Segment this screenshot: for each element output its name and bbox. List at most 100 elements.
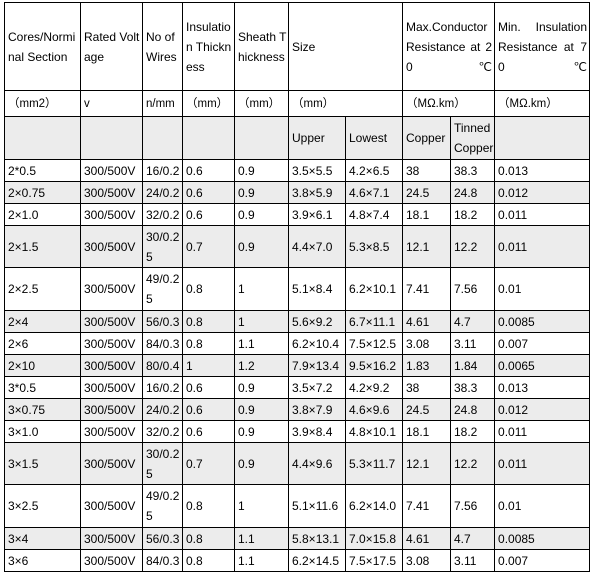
table-cell: 24.5 bbox=[402, 398, 451, 421]
table-cell: 300/500V bbox=[80, 420, 143, 443]
table-row: 3*0.5 300/500V 16/0.2 0.6 0.9 3.5×7.2 4.2×9.2 3… bbox=[4, 376, 591, 399]
table-cell: 18.1 bbox=[402, 420, 451, 443]
table-cell: 1.1 bbox=[234, 549, 289, 572]
table-cell: 0.6 bbox=[182, 398, 235, 421]
table-cell: 24.5 bbox=[402, 181, 451, 204]
table-row: 3×2.5 300/500V 49/0.25 0.8 1 5.1×11.6 6.2×14.0… bbox=[4, 484, 591, 528]
table-cell: 5.1×8.4 bbox=[288, 267, 346, 311]
table-cell: 7.9×13.4 bbox=[288, 354, 346, 377]
table-cell: 0.013 bbox=[494, 159, 591, 182]
table-cell: 4.61 bbox=[402, 527, 451, 550]
table-cell: 2×6 bbox=[4, 332, 81, 355]
table-cell: 7.41 bbox=[402, 267, 451, 311]
table-row: 2×2.5 300/500V 49/0.25 0.8 1 5.1×8.4 6.2×10.1 7… bbox=[4, 267, 591, 311]
sub-empty bbox=[142, 116, 183, 160]
table-row: 2×1.0 300/500V 32/0.2 0.6 0.9 3.9×6.1 4.8×7.4 1… bbox=[4, 203, 591, 226]
table-cell: 12.1 bbox=[402, 442, 451, 485]
table-row: 3×1.0 300/500V 32/0.2 0.6 0.9 3.9×8.4 4.8×10.1… bbox=[4, 420, 591, 443]
table-cell: 0.007 bbox=[494, 332, 591, 355]
table-cell: 49/0.25 bbox=[142, 484, 183, 528]
table-cell: 6.2×14.5 bbox=[288, 549, 346, 572]
header-max-resistance: Max.Conductor Resistance at 20℃ bbox=[401, 2, 496, 91]
table-cell: 0.01 bbox=[494, 267, 591, 311]
table-cell: 2×2.5 bbox=[4, 267, 81, 311]
table-cell: 0.6 bbox=[182, 420, 235, 443]
table-cell: 3.11 bbox=[449, 549, 496, 572]
table-cell: 12.1 bbox=[402, 225, 451, 268]
table-cell: 9.5×16.2 bbox=[345, 354, 403, 377]
table-cell: 84/0.3 bbox=[142, 332, 183, 355]
table-cell: 4.61 bbox=[402, 310, 451, 333]
table-cell: 7.56 bbox=[449, 484, 496, 528]
table-cell: 16/0.2 bbox=[142, 376, 183, 399]
table-cell: 4.8×10.1 bbox=[345, 420, 403, 443]
header-row: Cores/Norminal Section Rated Voltage No … bbox=[4, 2, 591, 91]
table-cell: 5.3×8.5 bbox=[345, 225, 403, 268]
header-size: Size bbox=[288, 2, 403, 91]
table-cell: 7.0×15.8 bbox=[345, 527, 403, 550]
unit-min-resistance: （MΩ.km） bbox=[494, 90, 591, 117]
table-cell: 0.0085 bbox=[494, 310, 591, 333]
sub-tinned-copper: Tinned Copper bbox=[449, 116, 496, 160]
table-cell: 3.8×5.9 bbox=[288, 181, 346, 204]
table-cell: 3.08 bbox=[402, 549, 451, 572]
table-cell: 38.3 bbox=[449, 159, 496, 182]
table-cell: 3×1.5 bbox=[4, 442, 81, 485]
table-cell: 0.8 bbox=[182, 332, 235, 355]
table-cell: 0.9 bbox=[234, 420, 289, 443]
table-cell: 80/0.4 bbox=[142, 354, 183, 377]
sub-empty bbox=[182, 116, 235, 160]
table-cell: 2×1.0 bbox=[4, 203, 81, 226]
table-cell: 7.5×12.5 bbox=[345, 332, 403, 355]
table-cell: 3×0.75 bbox=[4, 398, 81, 421]
table-cell: 1.83 bbox=[402, 354, 451, 377]
table-cell: 3.9×6.1 bbox=[288, 203, 346, 226]
table-cell: 5.8×13.1 bbox=[288, 527, 346, 550]
table-cell: 0.8 bbox=[182, 267, 235, 311]
header-wires: No of Wires bbox=[142, 2, 183, 91]
table-cell: 0.011 bbox=[494, 203, 591, 226]
table-cell: 4.7 bbox=[449, 310, 496, 333]
table-cell: 56/0.3 bbox=[142, 310, 183, 333]
table-cell: 12.2 bbox=[449, 225, 496, 268]
table-cell: 0.011 bbox=[494, 420, 591, 443]
table-cell: 1.2 bbox=[234, 354, 289, 377]
header-voltage: Rated Voltage bbox=[80, 2, 143, 91]
table-cell: 1.1 bbox=[234, 332, 289, 355]
table-cell: 2×10 bbox=[4, 354, 81, 377]
table-row: 2*0.5 300/500V 16/0.2 0.6 0.9 3.5×5.5 4.2×6.5 3… bbox=[4, 159, 591, 182]
table-cell: 3×1.0 bbox=[4, 420, 81, 443]
table-cell: 1 bbox=[234, 267, 289, 311]
table-cell: 7.5×17.5 bbox=[345, 549, 403, 572]
sub-upper: Upper bbox=[288, 116, 346, 160]
table-cell: 300/500V bbox=[80, 398, 143, 421]
table-cell: 7.41 bbox=[402, 484, 451, 528]
table-cell: 0.9 bbox=[234, 159, 289, 182]
table-cell: 30/0.25 bbox=[142, 225, 183, 268]
table-row: 3×6 300/500V 84/0.3 0.8 1.1 6.2×14.5 7.5×17.5 3… bbox=[4, 549, 591, 572]
table-cell: 3×6 bbox=[4, 549, 81, 572]
table-cell: 38 bbox=[402, 376, 451, 399]
table-cell: 32/0.2 bbox=[142, 420, 183, 443]
table-cell: 300/500V bbox=[80, 267, 143, 311]
table-cell: 49/0.25 bbox=[142, 267, 183, 311]
table-cell: 1.1 bbox=[234, 527, 289, 550]
table-cell: 300/500V bbox=[80, 376, 143, 399]
table-cell: 18.1 bbox=[402, 203, 451, 226]
subheader-row: Upper Lowest Copper Tinned Copper bbox=[4, 116, 591, 160]
table-row: 2×4 300/500V 56/0.3 0.8 1 5.6×9.2 6.7×11.1 4.61… bbox=[4, 310, 591, 333]
header-cores: Cores/Norminal Section bbox=[4, 2, 81, 91]
table-cell: 300/500V bbox=[80, 181, 143, 204]
table-cell: 12.2 bbox=[449, 442, 496, 485]
sub-empty bbox=[4, 116, 81, 160]
header-insulation: Insulation Thickness bbox=[182, 2, 235, 91]
table-cell: 3.5×7.2 bbox=[288, 376, 346, 399]
table-cell: 0.012 bbox=[494, 181, 591, 204]
sub-lowest: Lowest bbox=[345, 116, 403, 160]
unit-size: （mm） bbox=[288, 90, 403, 117]
table-row: 3×0.75 300/500V 24/0.2 0.6 0.9 3.8×7.9 4.6×9.6… bbox=[4, 398, 591, 421]
table-cell: 0.8 bbox=[182, 549, 235, 572]
table-cell: 18.2 bbox=[449, 420, 496, 443]
sub-copper: Copper bbox=[402, 116, 451, 160]
table-cell: 2×0.75 bbox=[4, 181, 81, 204]
